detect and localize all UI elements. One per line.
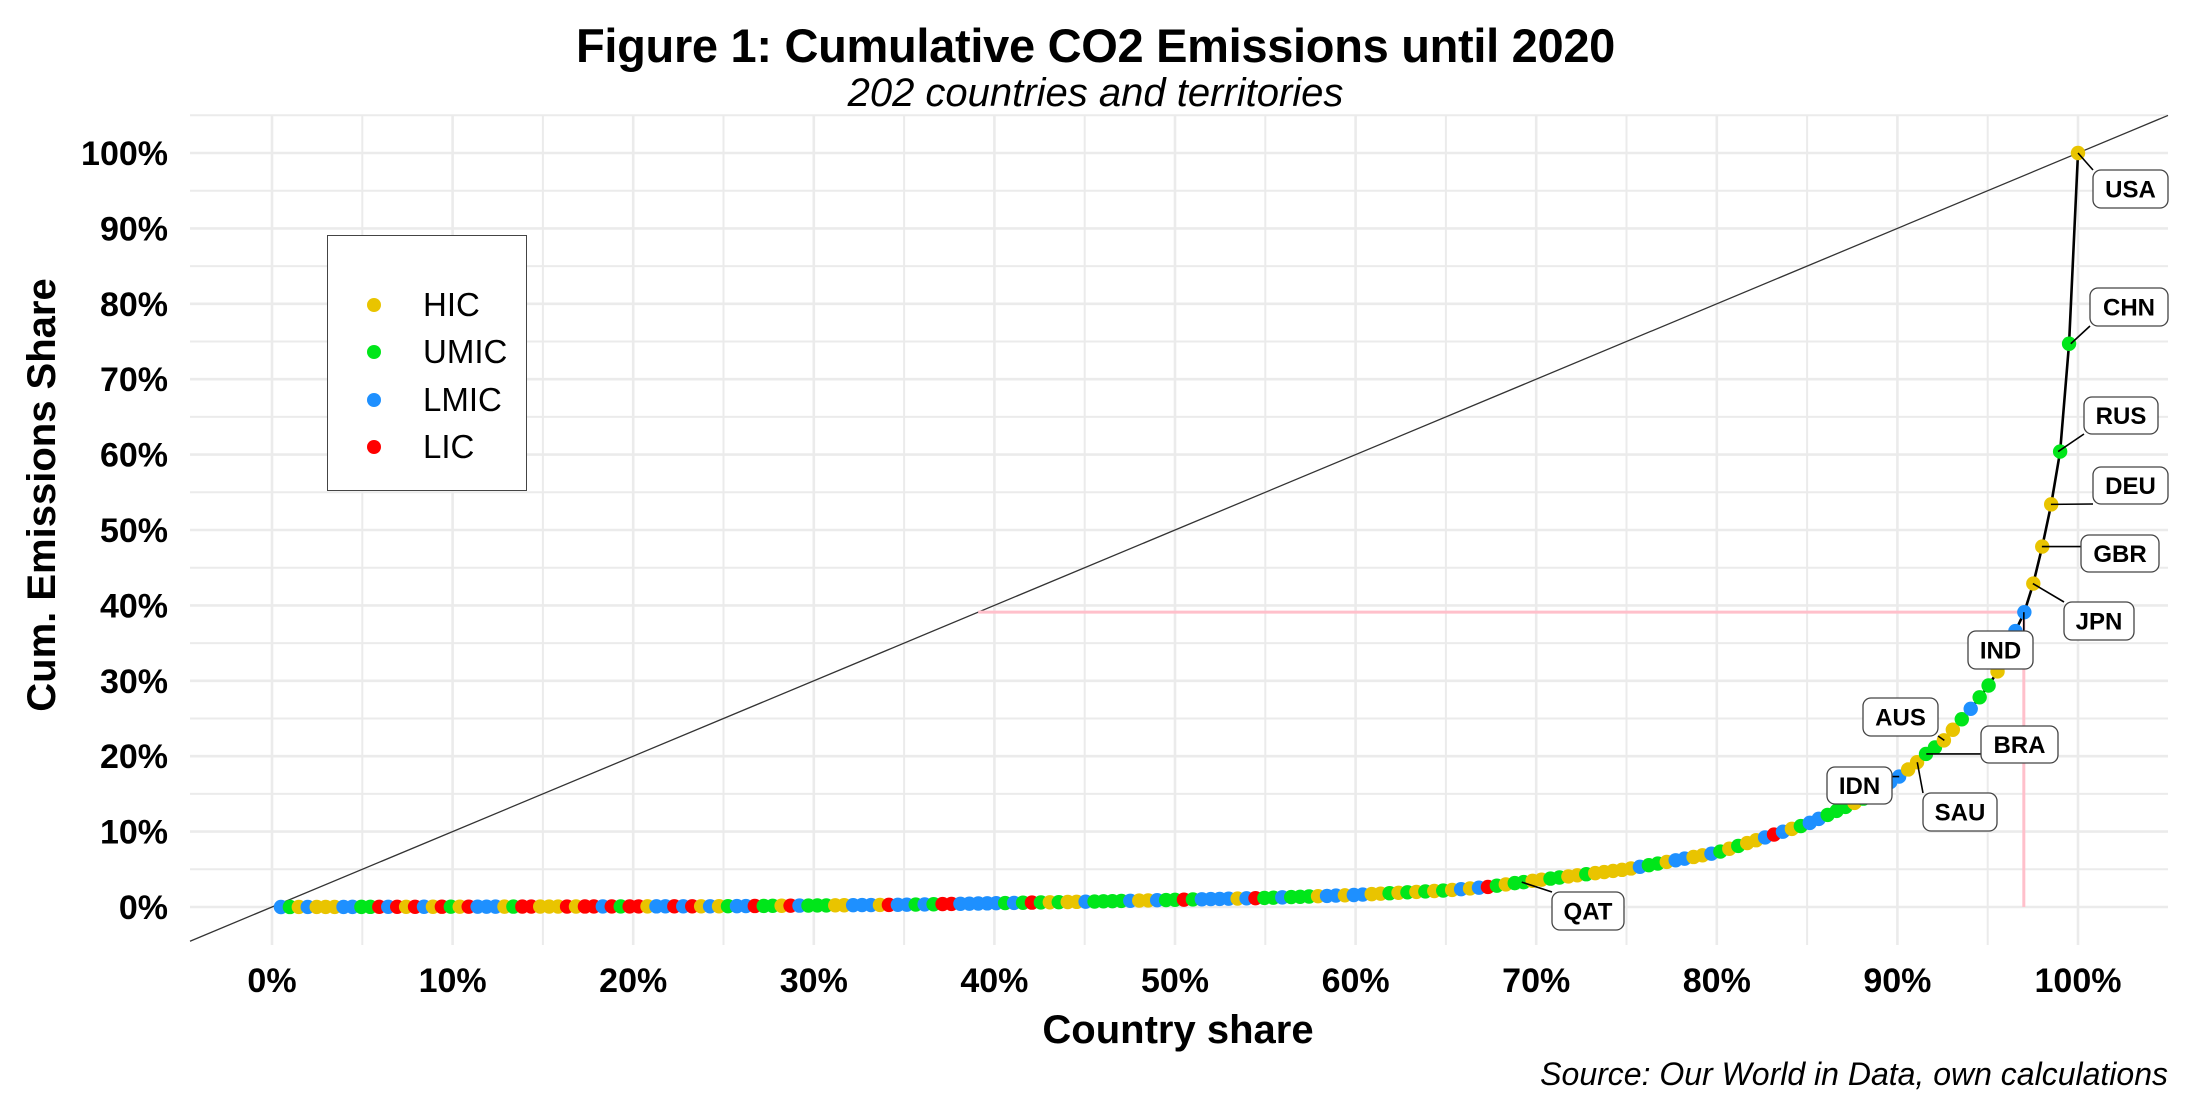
y-tick-label: 20%	[100, 738, 168, 776]
legend-label: LIC	[423, 428, 475, 465]
leader-line	[2032, 582, 2065, 603]
country-label-box	[2080, 534, 2160, 573]
country-label-box	[2092, 169, 2169, 209]
x-tick-label: 40%	[960, 962, 1028, 1000]
country-label-box	[2063, 601, 2135, 641]
x-tick-label: 100%	[2035, 962, 2122, 1000]
legend-label: UMIC	[423, 333, 508, 370]
country-label: IDN	[1839, 773, 1880, 800]
country-label: JPN	[2076, 609, 2123, 636]
legend-dot-icon	[367, 298, 381, 312]
highlight-lines	[978, 610, 2026, 907]
country-label-box	[2083, 396, 2159, 435]
y-tick-label: 50%	[100, 512, 168, 550]
y-tick-label: 60%	[100, 437, 168, 475]
country-label: IND	[1980, 638, 2021, 665]
y-axis-title: Cum. Emissions Share	[20, 278, 64, 712]
country-label: AUS	[1875, 705, 1926, 732]
leader-line	[1937, 735, 1945, 742]
country-labels: USA CHN RUS DEU GBR JPN IND AUS BRA SAU IDN QAT	[1551, 169, 2169, 931]
x-tick-label: 10%	[419, 962, 487, 1000]
data-point	[1954, 712, 1969, 727]
y-tick-label: 70%	[100, 361, 168, 399]
legend-item-hic: HIC	[328, 285, 526, 325]
x-tick-label: 50%	[1141, 962, 1209, 1000]
chart-subtitle: 202 countries and territories	[847, 71, 1344, 115]
y-tick-label: 30%	[100, 663, 168, 701]
legend: HIC UMIC LMIC LIC	[327, 235, 527, 491]
x-tick-label: 60%	[1322, 962, 1390, 1000]
x-tick-label: 90%	[1863, 962, 1931, 1000]
x-tick-label: 20%	[599, 962, 667, 1000]
x-tick-labels: 0% 10% 20% 30% 40% 50% 60% 70% 80% 90% 100%	[247, 962, 2121, 1000]
legend-dot-icon	[367, 440, 381, 454]
country-label: BRA	[1994, 732, 2046, 759]
leader-line	[2057, 433, 2085, 453]
legend-dot-icon	[367, 393, 381, 407]
country-label: USA	[2105, 177, 2156, 204]
country-label-box	[2092, 466, 2169, 505]
legend-item-lmic: LMIC	[328, 380, 526, 420]
country-label: SAU	[1935, 800, 1986, 827]
label-leaders	[1521, 152, 2094, 893]
country-label: RUS	[2096, 403, 2147, 430]
y-tick-labels: 0% 10% 20% 30% 40% 50% 60% 70% 80% 90% 100%	[81, 135, 168, 927]
legend-item-umic: UMIC	[328, 332, 526, 372]
country-label: CHN	[2103, 295, 2155, 322]
data-point	[1972, 690, 1987, 705]
country-label-box	[1551, 891, 1625, 931]
x-axis-title: Country share	[1042, 1008, 1314, 1052]
y-tick-label: 0%	[119, 889, 168, 927]
y-tick-label: 80%	[100, 286, 168, 324]
y-tick-label: 90%	[100, 210, 168, 248]
x-tick-label: 30%	[780, 962, 848, 1000]
y-tick-label: 100%	[81, 135, 168, 173]
data-point	[1963, 701, 1978, 717]
country-label: QAT	[1564, 899, 1613, 926]
legend-dot-icon	[367, 345, 381, 359]
x-tick-label: 80%	[1683, 962, 1751, 1000]
leader-line	[1916, 762, 1924, 794]
x-tick-label: 0%	[247, 962, 296, 1000]
points	[273, 145, 2086, 915]
country-label-box	[1922, 792, 1998, 832]
country-label-box	[1967, 630, 2034, 670]
legend-item-lic: LIC	[328, 427, 526, 467]
source-caption: Source: Our World in Data, own calculati…	[1540, 1056, 2168, 1092]
legend-label: LMIC	[423, 381, 502, 418]
equality-line-group	[189, 114, 2169, 942]
data-point	[2061, 336, 2077, 351]
country-label: DEU	[2105, 473, 2156, 500]
country-label-box	[1826, 766, 1893, 805]
y-tick-label: 40%	[100, 587, 168, 625]
y-tick-label: 10%	[100, 814, 168, 852]
x-tick-label: 70%	[1502, 962, 1570, 1000]
grid	[190, 114, 2168, 945]
equality-line	[189, 114, 2169, 942]
country-label-box	[1980, 725, 2059, 764]
country-label-box	[1862, 697, 1939, 737]
country-label: GBR	[2093, 541, 2146, 568]
data-point	[1945, 722, 1961, 737]
chart-title: Figure 1: Cumulative CO2 Emissions until…	[575, 19, 1616, 72]
data-point	[1981, 678, 1996, 693]
leader-line	[2077, 152, 2094, 171]
legend-label: HIC	[423, 286, 480, 323]
leader-line	[1521, 881, 1553, 893]
country-label-box	[2089, 287, 2169, 327]
leader-line	[2070, 325, 2091, 345]
